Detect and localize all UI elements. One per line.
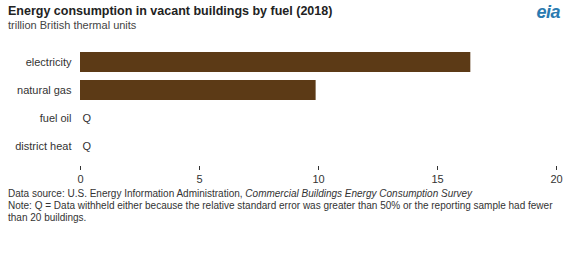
svg-text:district heat: district heat [15, 140, 71, 152]
svg-text:10: 10 [312, 173, 324, 185]
html-text:eia: eia [536, 2, 560, 22]
svg-text:0: 0 [77, 173, 83, 185]
svg-text:electricity: electricity [26, 56, 72, 68]
svg-text:fuel oil: fuel oil [40, 112, 72, 124]
svg-text:20: 20 [550, 173, 562, 185]
svg-text:natural gas: natural gas [17, 84, 72, 96]
html-text:Note: Q = Data withheld either: Note: Q = Data withheld either because t… [8, 200, 553, 223]
svg-text:5: 5 [196, 173, 202, 185]
html-text:Energy consumption in vacant b: Energy consumption in vacant buildings b… [8, 4, 333, 18]
svg-text:15: 15 [431, 173, 443, 185]
svg-text:Q: Q [83, 112, 92, 124]
html-text:Data source: U.S. Energy Infor: Data source: U.S. Energy Information Adm… [8, 188, 473, 199]
html-text:trillion British thermal units: trillion British thermal units [8, 19, 137, 31]
svg-text:Q: Q [83, 140, 92, 152]
